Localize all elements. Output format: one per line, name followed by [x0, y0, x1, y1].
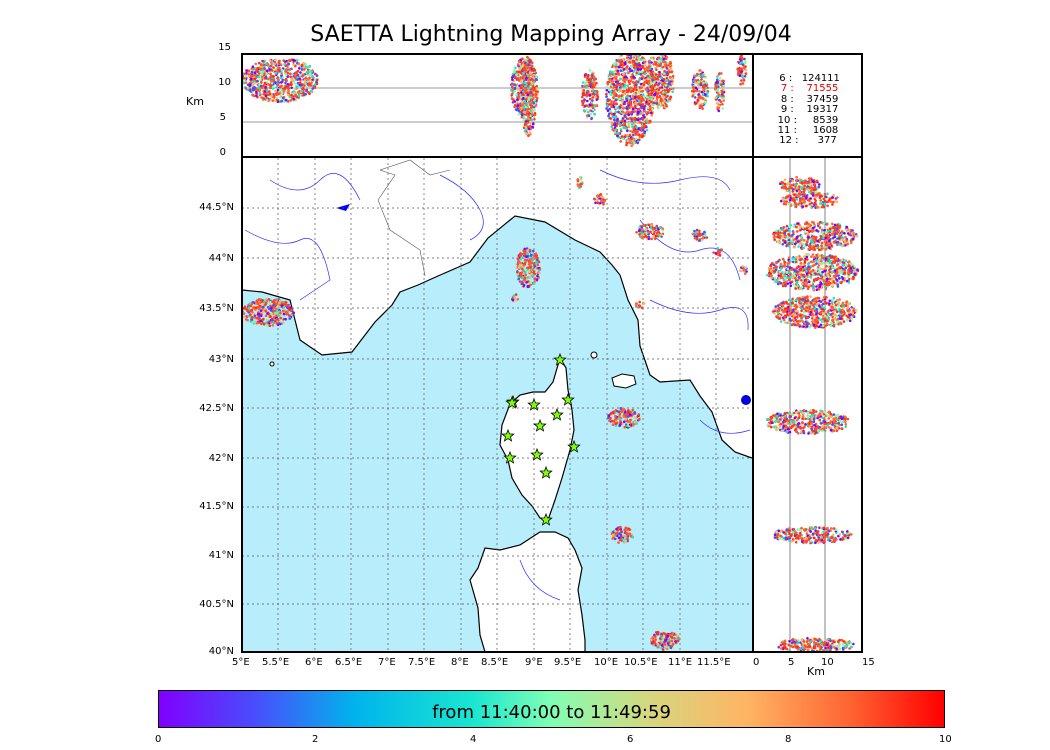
source-count-row: 8 : 37459	[777, 93, 839, 105]
colorbar-label: from 11:40:00 to 11:49:59	[432, 702, 671, 723]
colorbar-tick: 0	[155, 734, 162, 745]
corsica	[499, 356, 575, 521]
colorbar-tick: 4	[470, 734, 477, 745]
latitude-tick: 44°N	[208, 253, 234, 264]
longitude-tick: 5°E	[232, 657, 250, 668]
longitude-tick: 10°E	[594, 657, 619, 668]
longitude-tick: 10.5°E	[624, 657, 658, 668]
latitude-tick: 40°N	[208, 646, 234, 657]
latitude-tick: 43.5°N	[199, 303, 234, 314]
star-icon	[553, 352, 567, 366]
star-icon	[539, 512, 553, 526]
side-axis-tick: 10	[821, 657, 834, 668]
source-count-table: 6 : 124111 7 : 71555 8 : 37459 9 : 19317…	[756, 73, 860, 147]
altitude-tick: 0	[219, 147, 226, 158]
star-icon	[505, 395, 519, 409]
side-axis-tick: 15	[862, 657, 875, 668]
coastline	[242, 215, 752, 459]
latitude-tick: 40.5°N	[199, 599, 234, 610]
latitude-tick: 43°N	[208, 354, 234, 365]
altitude-panel	[242, 54, 752, 147]
star-icon	[503, 450, 517, 464]
colorbar-tick: 8	[785, 734, 792, 745]
latitude-tick: 42.5°N	[199, 403, 234, 414]
side-altitude-panel	[766, 158, 860, 652]
altitude-tick: 15	[218, 42, 231, 53]
source-count-row: 6 : 124111	[776, 73, 840, 84]
altitude-tick: 5	[219, 112, 226, 123]
colorbar-tick: 6	[627, 734, 634, 745]
elba-island	[611, 373, 637, 389]
colorbar-tick: 10	[939, 734, 952, 745]
altitude-tick: 10	[218, 77, 231, 88]
longitude-tick: 9°E	[525, 657, 543, 668]
star-icon	[501, 428, 515, 442]
source-count-row: 12 : 377	[779, 135, 837, 147]
side-axis-tick: 5	[788, 657, 795, 668]
longitude-tick: 11°E	[668, 657, 693, 668]
star-icon	[539, 465, 553, 479]
source-count-row: 9 : 19317	[777, 104, 839, 116]
longitude-tick: 7°E	[378, 657, 396, 668]
longitude-tick: 6°E	[305, 657, 323, 668]
longitude-tick: 7.5°E	[408, 657, 436, 668]
star-icon	[530, 447, 544, 461]
source-count-row: 11 : 1608	[777, 125, 839, 137]
longitude-tick: 11.5°E	[697, 657, 731, 668]
latitude-tick: 41°N	[208, 550, 234, 561]
latitude-tick: 41.5°N	[199, 501, 234, 512]
star-icon	[567, 439, 581, 453]
sardinia	[469, 531, 586, 652]
side-axis-tick: 0	[753, 657, 760, 668]
side-axis-unit: Km	[807, 665, 825, 678]
chart-title: SAETTA Lightning Mapping Array - 24/09/0…	[310, 22, 792, 47]
star-icon	[527, 397, 541, 411]
colorbar-tick: 2	[312, 734, 319, 745]
star-icon	[533, 418, 547, 432]
longitude-tick: 9.5°E	[554, 657, 582, 668]
longitude-tick: 6.5°E	[335, 657, 363, 668]
colorbar	[158, 690, 945, 728]
longitude-tick: 8.5°E	[481, 657, 509, 668]
latitude-tick: 42°N	[208, 453, 234, 464]
altitude-axis-unit: Km	[186, 95, 204, 108]
map-panel	[242, 158, 752, 652]
longitude-tick: 5.5°E	[262, 657, 290, 668]
latitude-tick: 44.5°N	[199, 202, 234, 213]
longitude-tick: 8°E	[451, 657, 469, 668]
source-count-row: 7 : 71555	[777, 83, 839, 95]
source-count-row: 10 : 8539	[777, 114, 839, 126]
star-icon	[561, 392, 575, 406]
star-icon	[550, 407, 564, 421]
